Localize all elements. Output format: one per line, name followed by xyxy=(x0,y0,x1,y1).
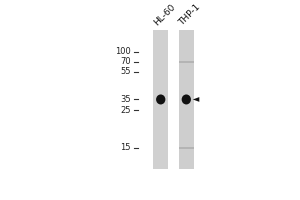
Ellipse shape xyxy=(182,94,191,104)
Bar xyxy=(179,61,194,63)
Bar xyxy=(153,30,168,169)
Text: 55: 55 xyxy=(120,67,130,76)
Text: 100: 100 xyxy=(115,47,130,56)
Text: 70: 70 xyxy=(120,57,130,66)
Ellipse shape xyxy=(156,94,165,104)
Text: THP-1: THP-1 xyxy=(178,3,203,28)
Text: HL-60: HL-60 xyxy=(152,3,177,28)
Bar xyxy=(179,30,194,169)
Text: 25: 25 xyxy=(120,106,130,115)
Text: 35: 35 xyxy=(120,95,130,104)
Polygon shape xyxy=(193,97,199,102)
Bar xyxy=(179,147,194,149)
Text: 15: 15 xyxy=(120,143,130,152)
